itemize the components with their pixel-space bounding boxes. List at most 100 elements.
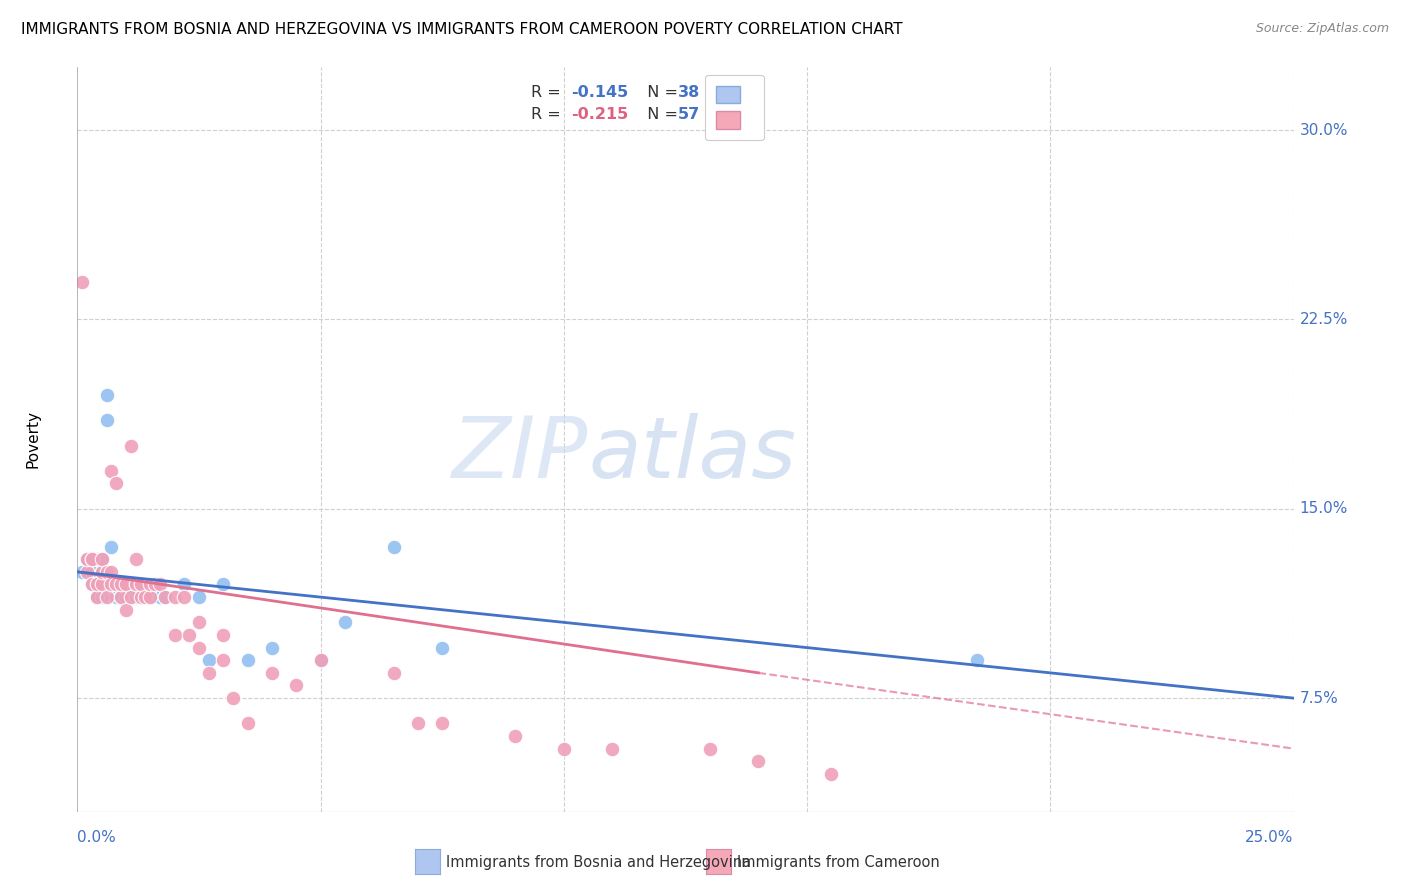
Point <box>212 653 235 667</box>
Point <box>188 615 211 630</box>
Point <box>115 577 138 591</box>
Point <box>110 577 132 591</box>
Point <box>96 565 118 579</box>
Point <box>105 577 128 591</box>
Point <box>430 716 453 731</box>
Point <box>90 565 112 579</box>
Point <box>197 653 219 667</box>
Point <box>966 653 988 667</box>
Text: Immigrants from Bosnia and Herzegovina: Immigrants from Bosnia and Herzegovina <box>446 855 751 870</box>
Point <box>125 590 148 604</box>
Point <box>747 754 769 768</box>
Text: Immigrants from Cameroon: Immigrants from Cameroon <box>737 855 939 870</box>
Point <box>197 665 219 680</box>
Text: 7.5%: 7.5% <box>1299 690 1339 706</box>
Point <box>115 577 138 591</box>
Point <box>820 767 842 781</box>
Point <box>96 413 118 427</box>
Point <box>173 590 195 604</box>
Text: Poverty: Poverty <box>25 410 41 468</box>
Text: -0.215: -0.215 <box>571 107 628 122</box>
Point <box>260 640 283 655</box>
Text: 30.0%: 30.0% <box>1299 122 1348 137</box>
Point <box>382 540 405 554</box>
Text: 25.0%: 25.0% <box>1246 830 1294 846</box>
Point <box>115 590 138 604</box>
Text: 22.5%: 22.5% <box>1299 312 1348 326</box>
Point <box>602 741 624 756</box>
Point <box>553 741 575 756</box>
Text: 38: 38 <box>678 85 700 100</box>
Point <box>139 590 162 604</box>
Text: R =: R = <box>531 107 565 122</box>
Point <box>125 552 148 566</box>
Point <box>125 590 148 604</box>
Point <box>96 388 118 402</box>
Point <box>105 577 128 591</box>
Text: -0.145: -0.145 <box>571 85 628 100</box>
Point <box>115 603 138 617</box>
Point <box>86 590 108 604</box>
Point <box>129 577 152 591</box>
Point <box>90 590 112 604</box>
Point <box>90 552 112 566</box>
Text: R =: R = <box>531 85 565 100</box>
Point <box>139 590 162 604</box>
Point <box>143 577 166 591</box>
Point <box>139 590 162 604</box>
Point <box>285 678 308 692</box>
Point <box>80 565 103 579</box>
Point <box>90 552 112 566</box>
Point <box>120 590 142 604</box>
Point <box>110 590 132 604</box>
Text: 0.0%: 0.0% <box>77 830 117 846</box>
Point <box>90 577 112 591</box>
Point <box>76 552 98 566</box>
Point <box>86 552 108 566</box>
Point <box>163 628 186 642</box>
Point <box>105 476 128 491</box>
Point <box>76 565 98 579</box>
Point <box>260 665 283 680</box>
Point <box>333 615 356 630</box>
Point <box>105 590 128 604</box>
Point <box>110 590 132 604</box>
Point <box>120 590 142 604</box>
Point <box>139 577 162 591</box>
Point <box>129 577 152 591</box>
Point <box>76 552 98 566</box>
Point <box>503 729 526 743</box>
Point <box>100 464 122 478</box>
Text: 15.0%: 15.0% <box>1299 501 1348 516</box>
Point <box>179 628 201 642</box>
Point <box>430 640 453 655</box>
Point <box>173 577 195 591</box>
Point <box>120 439 142 453</box>
Point <box>110 590 132 604</box>
Point <box>143 577 166 591</box>
Text: N =: N = <box>637 85 683 100</box>
Point <box>70 565 93 579</box>
Point <box>212 628 235 642</box>
Point <box>80 552 103 566</box>
Point <box>90 565 112 579</box>
Legend: , : , <box>704 75 763 140</box>
Text: IMMIGRANTS FROM BOSNIA AND HERZEGOVINA VS IMMIGRANTS FROM CAMEROON POVERTY CORRE: IMMIGRANTS FROM BOSNIA AND HERZEGOVINA V… <box>21 22 903 37</box>
Point <box>212 577 235 591</box>
Point <box>134 590 156 604</box>
Point <box>309 653 332 667</box>
Point <box>80 552 103 566</box>
Point <box>153 590 176 604</box>
Text: Source: ZipAtlas.com: Source: ZipAtlas.com <box>1256 22 1389 36</box>
Point <box>309 653 332 667</box>
Point <box>80 577 103 591</box>
Point <box>163 590 186 604</box>
Point <box>100 565 122 579</box>
Point <box>149 577 172 591</box>
Point <box>188 590 211 604</box>
Point <box>96 590 118 604</box>
Text: ZIP: ZIP <box>451 413 588 496</box>
Point <box>236 653 259 667</box>
Point <box>153 590 176 604</box>
Point <box>149 590 172 604</box>
